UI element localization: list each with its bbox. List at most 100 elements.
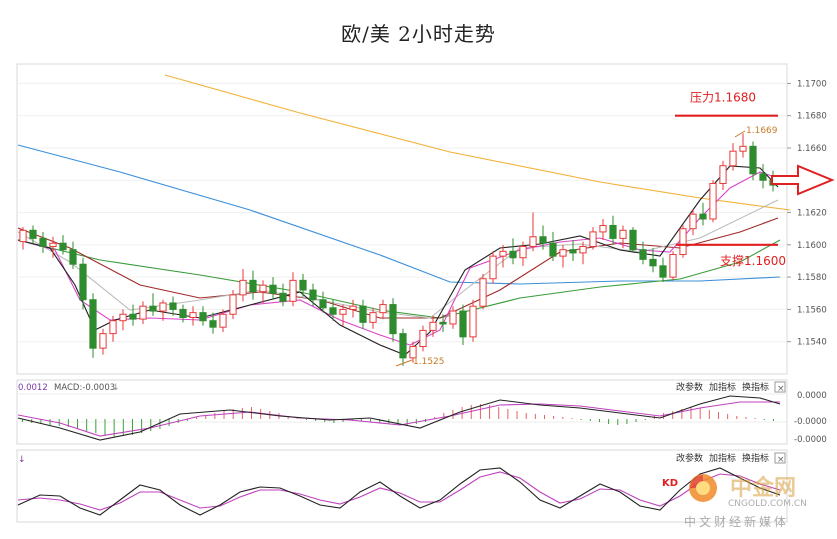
candle-body xyxy=(529,236,537,247)
candle-body xyxy=(429,321,437,331)
candle-body xyxy=(59,242,67,251)
main-panel xyxy=(16,63,788,375)
candle-body xyxy=(519,245,527,259)
ma-line-2 xyxy=(17,144,781,285)
candle-body xyxy=(459,310,467,338)
candle-body xyxy=(169,302,177,310)
macd-signal-line xyxy=(17,401,780,437)
candle-body xyxy=(659,265,667,278)
candle-body xyxy=(79,263,87,301)
kd-btn-switch[interactable]: 换指标 xyxy=(742,452,769,464)
candle-body xyxy=(199,312,207,322)
candle-body xyxy=(469,305,477,338)
macd-btn-params[interactable]: 改参数 xyxy=(676,381,703,393)
resistance-label: 压力1.1680 xyxy=(690,91,756,105)
candle-body xyxy=(279,292,287,302)
macd-tick-3: -0.0000 xyxy=(794,435,827,445)
support-label: 支撑1.1600 xyxy=(720,253,786,268)
candle-body xyxy=(599,224,607,233)
candle-body xyxy=(119,313,127,322)
candle-body xyxy=(559,249,567,257)
candle-body xyxy=(679,228,687,256)
candle-body xyxy=(319,299,327,309)
candle-body xyxy=(439,321,447,325)
y-tick-label: 1.1560 xyxy=(797,305,827,315)
y-tick-label: 1.1680 xyxy=(797,112,827,122)
candle-body xyxy=(69,249,77,265)
candle-body xyxy=(749,145,757,175)
candle-body xyxy=(259,284,267,293)
price-levels: 压力1.1680 支撑1.1600 xyxy=(675,91,786,268)
kd-label: KD xyxy=(662,478,678,489)
candle-body xyxy=(759,173,767,181)
kd-btn-params[interactable]: 改参数 xyxy=(676,452,703,464)
candle-body xyxy=(399,333,407,359)
candlesticks xyxy=(19,133,777,366)
candle-body xyxy=(29,229,37,239)
watermark-url: CNGOLD.COM.CN xyxy=(728,499,807,509)
macd-prefix: 0.0012 xyxy=(18,383,48,393)
kd-close-button[interactable]: × xyxy=(774,452,786,465)
ma-line-4 xyxy=(17,217,779,319)
candle-body xyxy=(289,279,297,302)
arrow-right-icon xyxy=(771,164,835,196)
candle-body xyxy=(389,304,397,335)
candle-body xyxy=(179,308,187,318)
candle-body xyxy=(409,346,417,359)
y-tick-label: 1.1600 xyxy=(797,241,827,251)
chart-title: 欧/美 2小时走势 xyxy=(341,22,496,46)
candle-body xyxy=(579,245,587,254)
candle-body xyxy=(719,165,727,184)
candle-body xyxy=(739,145,747,152)
macd-tick-2: -0.0000 xyxy=(794,417,827,427)
candle-body xyxy=(139,305,147,320)
macd-panel xyxy=(16,379,788,445)
macd-close-button[interactable]: × xyxy=(774,381,786,394)
low-marker-line xyxy=(395,359,413,367)
kd-k-line xyxy=(17,467,781,516)
candle-body xyxy=(99,333,107,349)
candle-body xyxy=(249,279,257,293)
candle-body xyxy=(549,242,557,257)
candle-body xyxy=(329,307,337,315)
candle-body xyxy=(649,258,657,267)
candle-body xyxy=(709,182,717,220)
candle-body xyxy=(339,308,347,315)
high-marker-line xyxy=(734,130,746,138)
y-axis-ticks: 1.17001.16801.16601.16401.16201.16001.15… xyxy=(787,79,827,348)
candle-body xyxy=(89,299,97,349)
candle-body xyxy=(619,229,627,239)
y-tick-label: 1.1580 xyxy=(797,273,827,283)
candle-body xyxy=(239,279,247,296)
close-icon: × xyxy=(777,455,785,465)
candle-body xyxy=(229,294,237,315)
candle-body xyxy=(539,236,547,244)
candle-body xyxy=(19,229,27,243)
macd-btn-add[interactable]: 加指标 xyxy=(709,381,736,393)
candle-body xyxy=(499,250,507,257)
candle-body xyxy=(479,278,487,307)
watermark-sub: 中文财经新媒体 xyxy=(684,515,790,529)
candle-body xyxy=(219,313,227,328)
candle-body xyxy=(189,312,197,318)
candle-body xyxy=(419,329,427,348)
kd-btn-add[interactable]: 加指标 xyxy=(709,452,736,464)
close-icon: × xyxy=(777,384,785,394)
candle-body xyxy=(729,150,737,167)
candle-body xyxy=(39,237,47,247)
candle-body xyxy=(689,213,697,230)
candle-body xyxy=(629,229,637,251)
candle-body xyxy=(589,231,597,247)
macd-btn-switch[interactable]: 换指标 xyxy=(742,381,769,393)
candle-body xyxy=(449,310,457,325)
candle-body xyxy=(489,255,497,280)
candle-body xyxy=(299,279,307,291)
macd-down-icon: ↓ xyxy=(112,383,120,393)
y-tick-label: 1.1700 xyxy=(797,79,827,89)
candle-body xyxy=(209,320,217,328)
candle-body xyxy=(149,305,157,312)
high-label: 1.1669 xyxy=(746,126,778,136)
logo-icon xyxy=(689,474,717,502)
macd-tick-1: 0.0000 xyxy=(797,391,827,401)
